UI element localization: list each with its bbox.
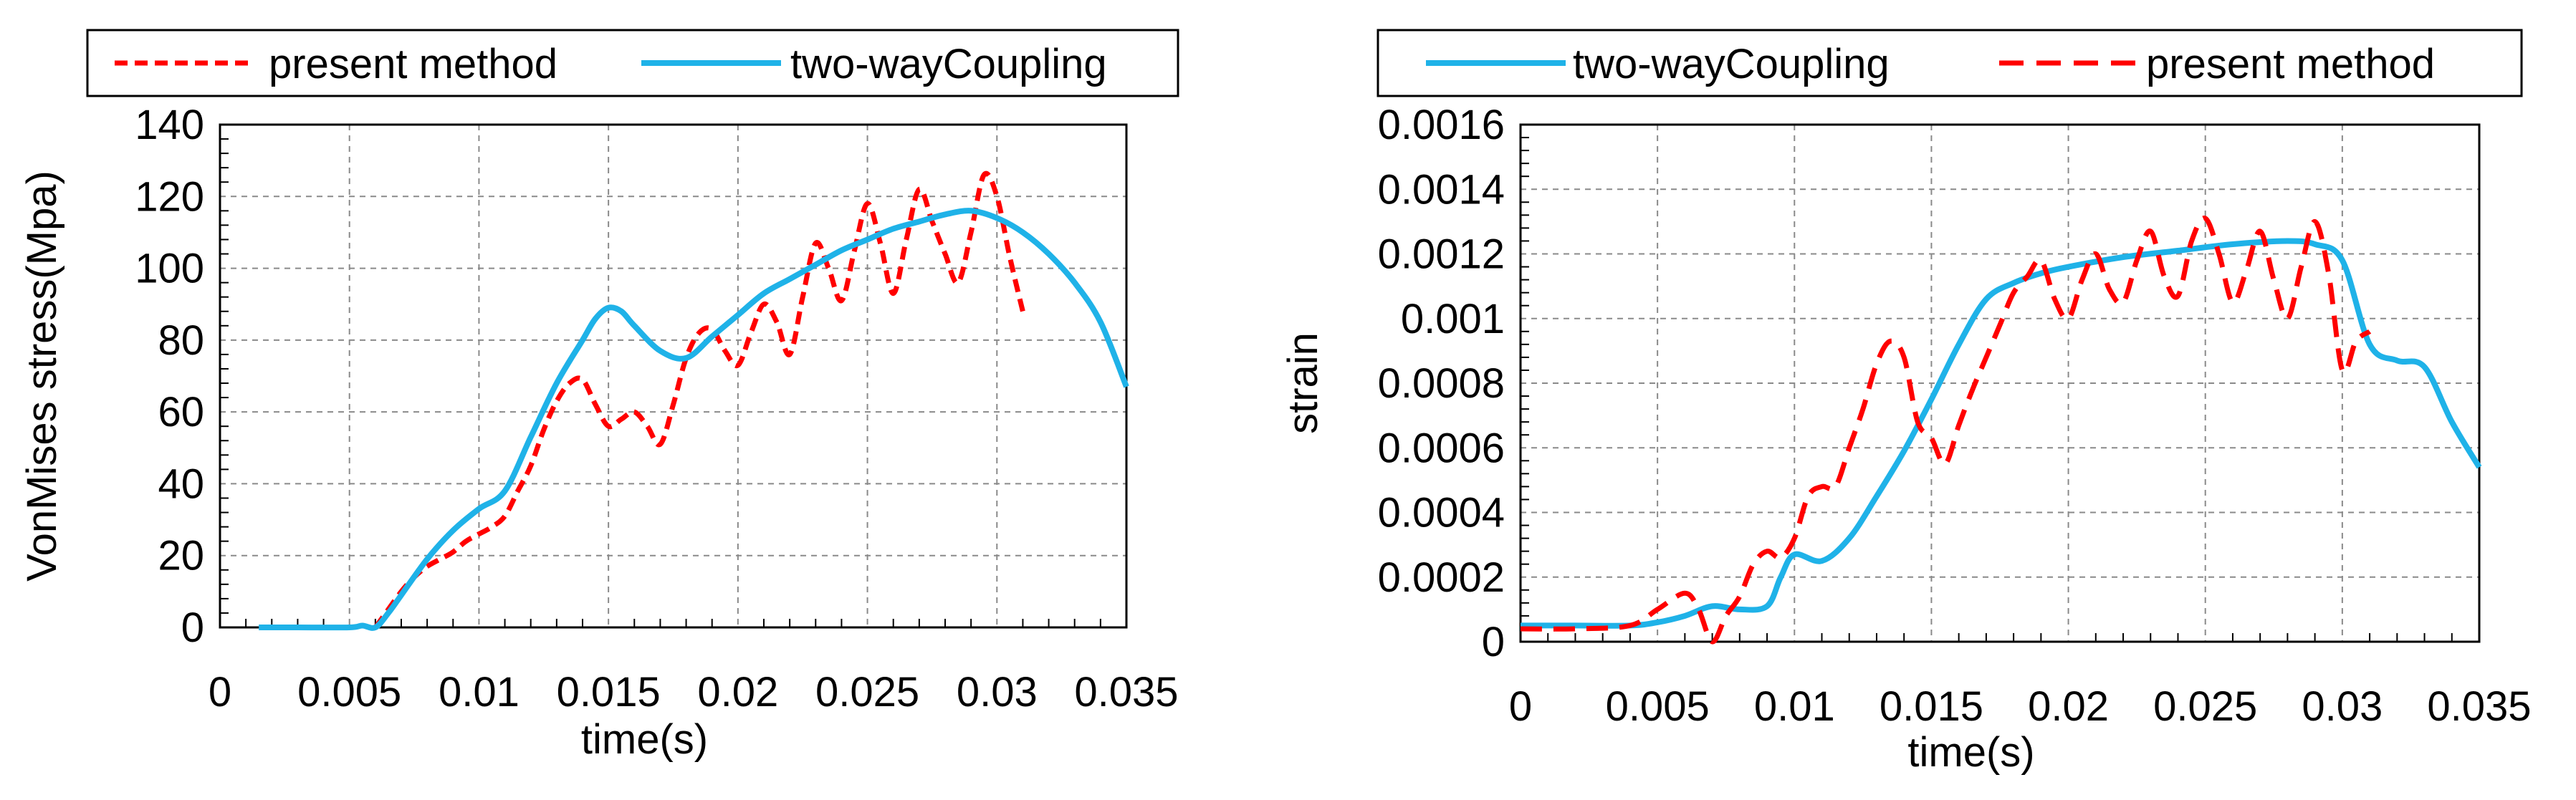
x-tick-label: 0.025 <box>2153 683 2257 730</box>
x-tick-label: 0.035 <box>1074 669 1178 715</box>
y-axis-title: strain <box>1280 332 1326 434</box>
y-tick-label: 20 <box>158 533 204 579</box>
series-line-two-waycoupling <box>259 208 1129 631</box>
x-tick-label: 0.02 <box>2028 683 2109 730</box>
y-tick-label: 80 <box>158 317 204 364</box>
y-tick-label: 0.0016 <box>1378 102 1505 148</box>
x-tick-label: 0.015 <box>557 669 661 715</box>
series-line-two-waycoupling <box>1520 238 2482 629</box>
y-tick-label: 100 <box>135 246 204 292</box>
series-line-present-method <box>1520 216 2372 645</box>
x-tick-label: 0.02 <box>697 669 778 715</box>
y-tick-label: 120 <box>135 173 204 220</box>
y-tick-label: 0 <box>1482 619 1505 665</box>
legend-box <box>1376 29 2523 97</box>
y-tick-label: 0.0014 <box>1378 166 1505 213</box>
legend-label: two-wayCoupling <box>1573 41 1890 87</box>
x-axis-title: time(s) <box>1907 729 2034 776</box>
x-tick-label: 0.025 <box>815 669 919 715</box>
legend-label: present method <box>2146 41 2435 87</box>
y-tick-label: 40 <box>158 461 204 507</box>
chart-1: 0 20 40 60 80 100 120 140 0 0.005 0.01 0.015 0.02 0.0… <box>19 29 1179 763</box>
x-tick-label: 0.015 <box>1880 683 1983 730</box>
x-tick-label: 0.005 <box>1606 683 1710 730</box>
y-tick-label: 0.0012 <box>1378 231 1505 278</box>
y-tick-label: 0.0002 <box>1378 554 1505 601</box>
x-tick-label: 0.035 <box>2427 683 2531 730</box>
x-tick-label: 0 <box>209 669 231 715</box>
legend-box <box>86 29 1179 97</box>
chart-2: 0 0.0002 0.0004 0.0006 0.0008 0.001 0.0012 0.00… <box>1280 29 2532 776</box>
y-tick-label: 0.0004 <box>1378 490 1505 536</box>
y-tick-label: 140 <box>135 102 204 148</box>
x-tick-label: 0.01 <box>1754 683 1835 730</box>
x-tick-label: 0 <box>1509 683 1532 730</box>
x-tick-label: 0.005 <box>297 669 401 715</box>
y-tick-label: 60 <box>158 389 204 435</box>
plot-frame <box>219 123 1128 629</box>
x-tick-label: 0.01 <box>439 669 519 715</box>
y-tick-label: 0.0008 <box>1378 360 1505 407</box>
legend-label: two-wayCoupling <box>790 41 1107 87</box>
series-line-present-method <box>373 170 1025 630</box>
y-tick-label: 0 <box>181 604 204 651</box>
legend-label: present method <box>269 41 557 87</box>
y-axis-title: VonMises stress(Mpa) <box>19 170 65 582</box>
y-tick-label: 0.001 <box>1401 296 1505 342</box>
x-axis-title: time(s) <box>581 716 708 763</box>
plot-frame <box>1519 123 2481 643</box>
y-tick-label: 0.0006 <box>1378 425 1505 471</box>
x-tick-label: 0.03 <box>2302 683 2383 730</box>
x-tick-label: 0.03 <box>957 669 1038 715</box>
